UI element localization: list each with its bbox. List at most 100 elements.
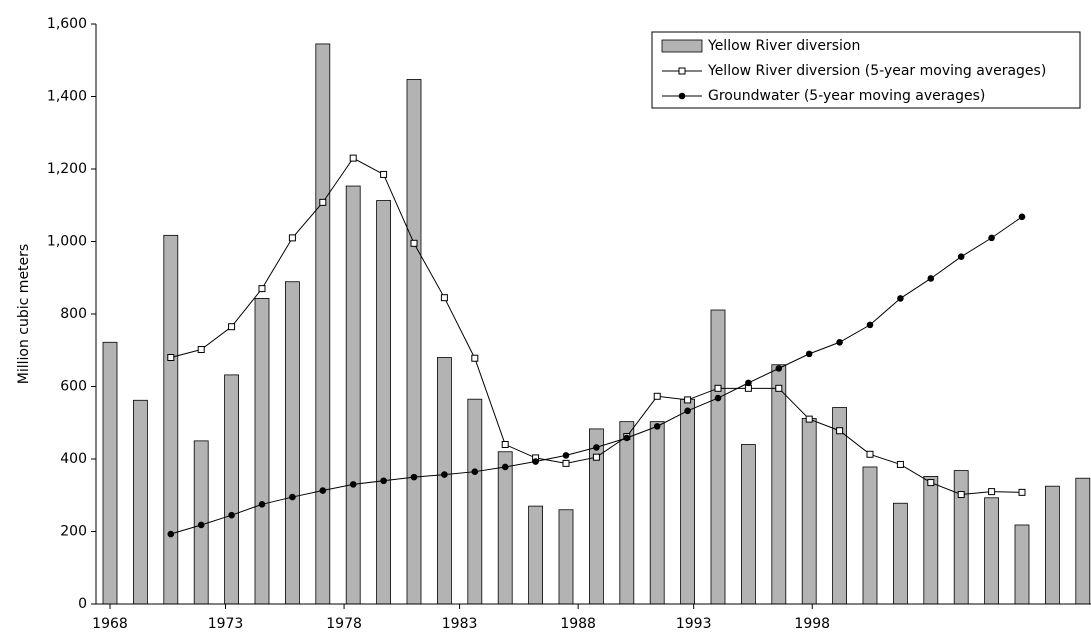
bar <box>893 502 908 605</box>
marker <box>562 459 570 467</box>
bar <box>345 185 361 605</box>
y-axis-label: Million cubic meters <box>16 244 32 384</box>
marker <box>805 415 813 423</box>
marker <box>410 239 418 247</box>
bar <box>528 505 543 605</box>
marker <box>471 468 479 475</box>
bar <box>741 444 756 605</box>
bar <box>649 421 665 605</box>
marker <box>562 452 570 459</box>
legend-swatch <box>661 39 703 53</box>
bar <box>163 234 179 605</box>
marker <box>744 384 752 392</box>
legend-label: Yellow River diversion (5-year moving av… <box>707 63 1046 79</box>
y-tick-label: 200 <box>60 524 87 540</box>
marker <box>1018 213 1026 221</box>
marker <box>441 471 448 478</box>
marker <box>258 285 266 293</box>
y-tick-label: 0 <box>78 596 87 612</box>
marker <box>349 481 357 488</box>
marker <box>714 394 722 402</box>
legend-marker <box>678 67 686 75</box>
marker <box>501 441 509 448</box>
bar <box>224 374 240 605</box>
y-tick-label: 1,400 <box>47 89 87 105</box>
bar <box>254 298 270 605</box>
marker <box>501 463 509 471</box>
bar <box>801 417 817 605</box>
marker <box>197 521 205 529</box>
marker <box>349 154 357 162</box>
bar <box>132 399 148 605</box>
bar <box>1045 485 1060 605</box>
x-tick-label: 1993 <box>676 616 712 632</box>
bar <box>619 421 635 605</box>
marker <box>957 491 965 499</box>
marker <box>289 493 296 501</box>
x-tick-label: 1988 <box>560 616 596 632</box>
marker <box>319 487 327 494</box>
marker <box>593 444 600 451</box>
bar <box>710 309 726 605</box>
marker <box>167 530 175 538</box>
bar <box>436 357 452 605</box>
bar <box>497 451 513 605</box>
marker <box>805 350 813 358</box>
marker <box>745 379 752 387</box>
marker <box>319 198 327 206</box>
bar <box>376 200 392 605</box>
marker <box>836 338 843 346</box>
legend-label: Groundwater (5-year moving averages) <box>708 88 985 104</box>
marker <box>957 253 965 261</box>
bar <box>1075 477 1091 605</box>
marker <box>440 294 448 302</box>
bar <box>832 407 847 605</box>
marker <box>258 501 266 508</box>
marker <box>380 170 388 178</box>
marker <box>775 365 783 372</box>
marker <box>714 384 722 392</box>
marker <box>866 450 874 458</box>
marker <box>471 354 479 362</box>
bar <box>1014 524 1030 605</box>
legend-box <box>651 31 1081 109</box>
y-tick-label: 400 <box>60 451 87 467</box>
marker <box>197 346 205 354</box>
legend-label: Yellow River diversion <box>707 38 860 54</box>
marker <box>1018 488 1026 496</box>
bar <box>102 341 118 605</box>
marker <box>896 460 904 468</box>
marker <box>167 354 175 361</box>
marker <box>988 234 995 242</box>
marker <box>684 407 691 415</box>
bar <box>315 43 331 605</box>
y-tick-label: 1,600 <box>47 16 87 32</box>
marker <box>653 392 661 400</box>
marker <box>653 423 661 430</box>
bar <box>984 497 999 605</box>
marker <box>927 275 935 282</box>
bar <box>953 470 969 605</box>
bar <box>406 79 422 605</box>
x-tick-label: 1968 <box>92 616 128 632</box>
x-tick-label: 1978 <box>326 616 362 632</box>
y-tick-label: 1,000 <box>47 234 87 250</box>
bar <box>862 466 878 605</box>
bar <box>558 509 574 605</box>
x-tick-label: 1983 <box>442 616 478 632</box>
marker <box>592 453 600 461</box>
x-tick-label: 1998 <box>794 616 830 632</box>
marker <box>228 511 235 519</box>
marker <box>532 458 539 465</box>
marker <box>623 434 631 442</box>
marker <box>410 473 418 481</box>
marker <box>288 234 296 242</box>
marker <box>866 321 874 329</box>
bar <box>680 398 695 605</box>
marker <box>684 396 692 404</box>
bar <box>467 398 483 605</box>
y-tick-label: 600 <box>60 379 87 395</box>
bar <box>923 475 939 605</box>
marker <box>836 427 844 435</box>
